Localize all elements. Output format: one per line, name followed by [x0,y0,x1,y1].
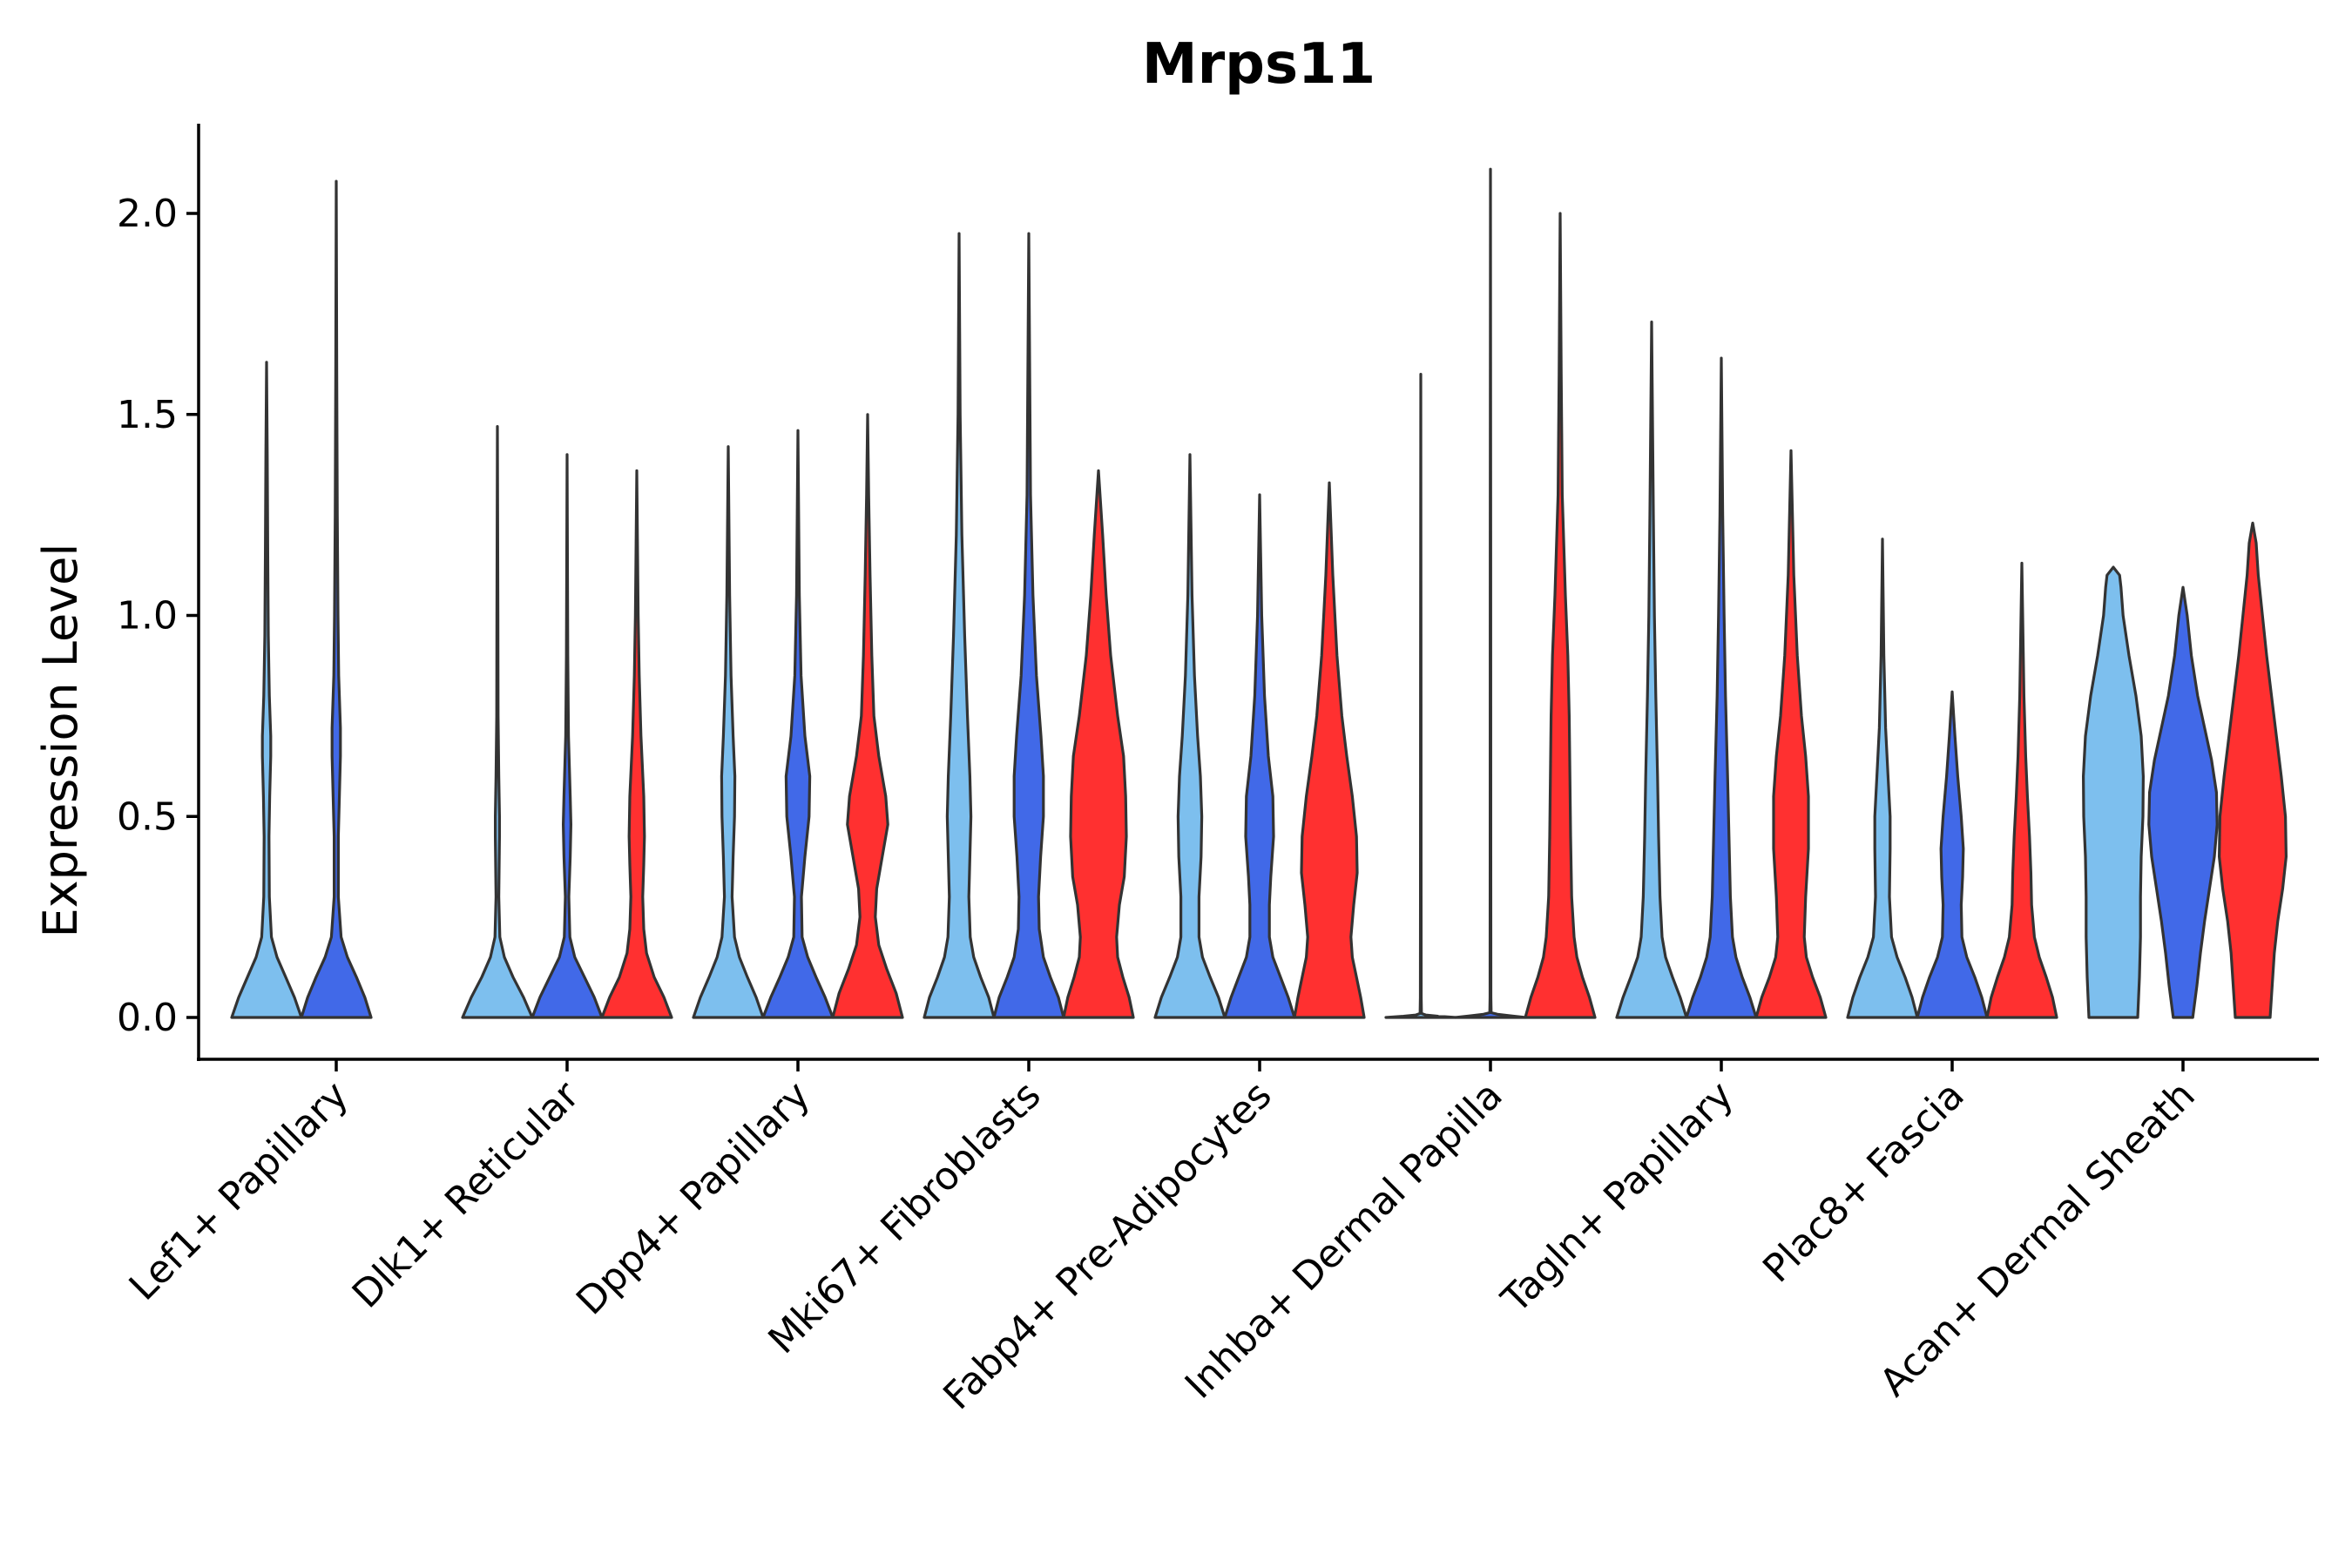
violin-tagln-papillary-3 [1754,449,1828,1019]
violin-tagln-papillary-1 [1615,321,1688,1019]
y-axis-label: Expression Level [33,544,88,938]
violin-dpp4-papillary-3 [831,413,904,1019]
violin-dpp4-papillary-2 [761,429,835,1019]
violin-plac8-fascia-2 [1916,690,1989,1019]
violin-fabp4-pre-adipocytes-1 [1153,453,1227,1019]
violin-plac8-fascia-1 [1846,537,1919,1019]
x-tick-label: Tagln+ Papillary [1493,1073,1742,1322]
violin-acan-dermal-sheath-3 [2218,521,2288,1019]
violin-dlk1-reticular-3 [600,469,673,1019]
y-tick-label: 0.0 [117,996,178,1040]
violin-acan-dermal-sheath-2 [2147,585,2219,1019]
violin-mki67-fibroblasts-1 [923,232,996,1019]
violin-inhba-dermal-papilla-1 [1384,373,1457,1019]
violin-dpp4-papillary-1 [692,445,765,1019]
violin-acan-dermal-sheath-1 [2082,565,2145,1019]
violin-lef1-papillary-2 [300,179,373,1019]
violin-tagln-papillary-2 [1685,356,1758,1019]
x-tick-label: Plac8+ Fascia [1754,1073,1973,1292]
violin-fabp4-pre-adipocytes-3 [1293,481,1366,1019]
violin-dlk1-reticular-1 [461,425,534,1019]
violin-lef1-papillary-1 [230,361,303,1019]
y-tick-label: 0.5 [117,794,178,839]
violin-dlk1-reticular-2 [531,453,604,1019]
violin-plac8-fascia-3 [1985,561,2058,1019]
x-tick-label: Dpp4+ Papillary [568,1073,819,1324]
violin-inhba-dermal-papilla-3 [1524,212,1597,1019]
violin-layer [230,167,2288,1019]
y-tick-label: 1.5 [117,393,178,437]
x-tick-label: Dlk1+ Reticular [344,1072,589,1317]
violin-inhba-dermal-papilla-2 [1454,167,1527,1019]
y-tick-label: 1.0 [117,594,178,639]
y-axis-ticks: 0.0 0.5 1.0 1.5 2.0 [117,192,199,1040]
violin-mki67-fibroblasts-2 [992,232,1065,1019]
violin-mki67-fibroblasts-3 [1062,469,1135,1019]
chart-title: Mrps11 [1142,32,1375,97]
violin-fabp4-pre-adipocytes-2 [1223,493,1296,1019]
y-tick-label: 2.0 [117,192,178,236]
x-tick-label: Lef1+ Papillary [121,1073,357,1309]
